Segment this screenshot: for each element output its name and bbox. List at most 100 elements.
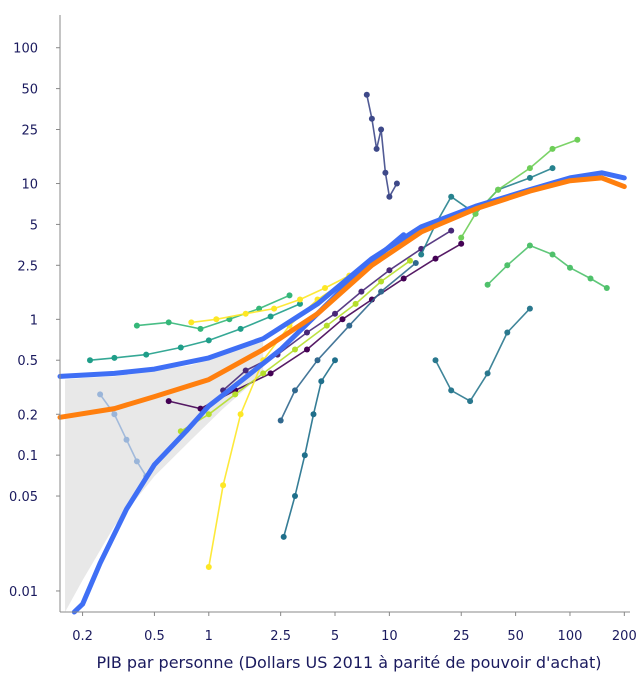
series-3-point-8	[432, 255, 439, 262]
series-17-point-0	[432, 357, 439, 364]
series-5-point-0	[363, 91, 370, 98]
series-5-point-4	[382, 169, 389, 176]
series-12-point-2	[237, 411, 244, 418]
series-layer	[87, 91, 610, 570]
series-9-point-2	[197, 325, 204, 332]
series-13-point-1	[213, 316, 220, 323]
y-tick-label-2: 0.1	[17, 449, 38, 464]
series-11-point-6	[352, 300, 359, 307]
series-line-6	[279, 262, 417, 422]
x-tick-label-2: 1	[205, 629, 213, 644]
x-tick-label-3: 2.5	[270, 629, 291, 644]
series-13-point-3	[271, 305, 278, 312]
x-tick-label-9: 200	[612, 629, 637, 644]
series-15-point-0	[280, 533, 287, 540]
series-5-point-1	[368, 115, 375, 122]
series-13-point-4	[297, 296, 303, 303]
series-17-point-3	[484, 370, 491, 377]
series-17-point-5	[526, 305, 533, 312]
series-17-point-2	[467, 398, 474, 405]
series-9-point-4	[256, 305, 263, 312]
series-3-point-9	[458, 240, 465, 247]
series-16-point-1	[504, 262, 511, 269]
series-6-point-5	[412, 260, 419, 266]
x-tick-label-1: 0.5	[144, 629, 165, 644]
series-16-point-5	[587, 275, 594, 282]
x-tick-label-8: 100	[558, 629, 583, 644]
y-tick-label-8: 10	[21, 178, 38, 193]
series-line-9	[136, 294, 291, 330]
series-16-point-2	[526, 242, 533, 249]
series-8-point-7	[297, 300, 303, 307]
series-15-point-4	[318, 378, 325, 385]
tick-label-layer: 0.2 0.5 1 2.5 5 10 25 50 100 200 0.01 0.05 0.1 0.2 0.5…	[9, 42, 637, 644]
y-tick-label-5: 1	[30, 313, 38, 328]
series-14-point-2	[123, 436, 130, 443]
series-16-point-4	[567, 264, 573, 271]
series-6-point-2	[314, 357, 321, 364]
series-8-point-2	[143, 351, 150, 358]
series-9-point-5	[286, 292, 293, 299]
series-8-point-1	[111, 354, 118, 361]
series-10-point-4	[549, 145, 556, 152]
fit-line-0	[57, 170, 627, 379]
series-4-point-3	[304, 329, 310, 336]
series-8-point-4	[205, 337, 212, 344]
series-13-point-5	[322, 285, 328, 291]
series-line-17	[434, 307, 531, 402]
series-13-point-0	[188, 319, 195, 326]
series-3-point-0	[165, 398, 172, 405]
series-5-point-3	[378, 126, 385, 133]
series-13-point-2	[242, 310, 249, 317]
series-14-point-3	[133, 458, 140, 465]
x-axis-title: PIB par personne (Dollars US 2011 à pari…	[96, 653, 601, 672]
fit-layer	[57, 170, 627, 615]
series-15-point-5	[332, 357, 338, 364]
series-4-point-5	[358, 288, 365, 295]
series-8-point-0	[87, 357, 93, 364]
series-4-point-6	[386, 267, 393, 274]
y-tick-label-9: 25	[21, 123, 38, 138]
series-line-5	[366, 94, 398, 198]
series-4-point-4	[332, 310, 338, 317]
series-9-point-1	[165, 319, 172, 326]
series-4-point-1	[242, 367, 249, 374]
series-16-point-0	[484, 281, 491, 288]
series-6-point-3	[346, 322, 353, 329]
y-tick-label-10: 50	[21, 83, 38, 98]
series-11-point-1	[205, 411, 212, 418]
series-11-point-3	[260, 370, 267, 377]
series-10-point-5	[574, 136, 581, 143]
series-12-point-1	[220, 482, 227, 489]
series-line-15	[282, 359, 336, 538]
y-tick-label-6: 2.5	[17, 259, 38, 274]
series-6-point-1	[292, 387, 298, 394]
fit-line-2	[57, 175, 627, 420]
series-16-point-3	[549, 251, 556, 258]
series-line-7	[420, 167, 554, 256]
y-tick-label-7: 5	[30, 218, 38, 233]
series-15-point-1	[292, 493, 298, 499]
series-11-point-2	[232, 391, 239, 398]
series-11-point-8	[407, 257, 413, 264]
series-14-point-1	[111, 411, 118, 418]
series-3-point-5	[339, 316, 346, 323]
series-10-point-0	[458, 234, 465, 241]
series-line-10	[460, 139, 579, 239]
series-6-point-0	[277, 417, 284, 424]
y-tick-label-1: 0.05	[9, 490, 38, 505]
axes-layer	[59, 15, 630, 613]
y-tick-label-4: 0.5	[17, 354, 38, 369]
series-7-point-5	[526, 174, 533, 181]
series-15-point-2	[301, 452, 308, 459]
series-5-point-6	[393, 180, 400, 187]
series-5-point-5	[386, 193, 393, 200]
series-3-point-4	[304, 346, 310, 353]
series-14-point-0	[97, 391, 104, 398]
series-9-point-0	[133, 322, 140, 329]
series-8-point-3	[177, 344, 184, 351]
series-7-point-6	[549, 165, 556, 172]
y-tick-label-0: 0.01	[9, 585, 38, 600]
